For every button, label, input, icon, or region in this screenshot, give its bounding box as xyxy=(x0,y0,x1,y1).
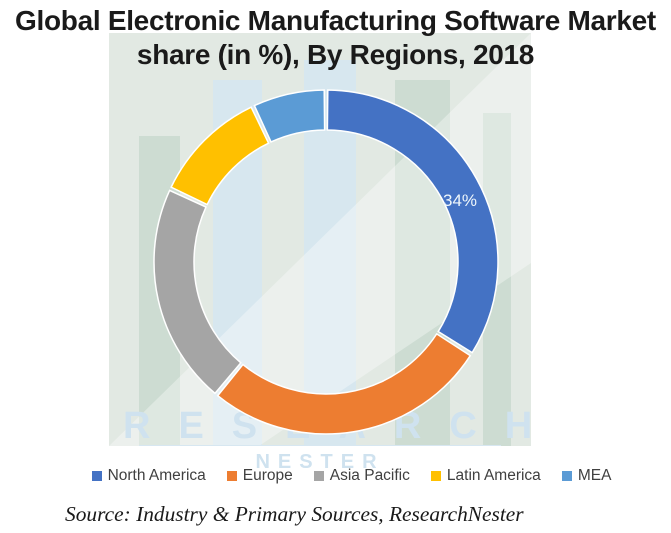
svg-text:34%: 34% xyxy=(443,191,477,210)
